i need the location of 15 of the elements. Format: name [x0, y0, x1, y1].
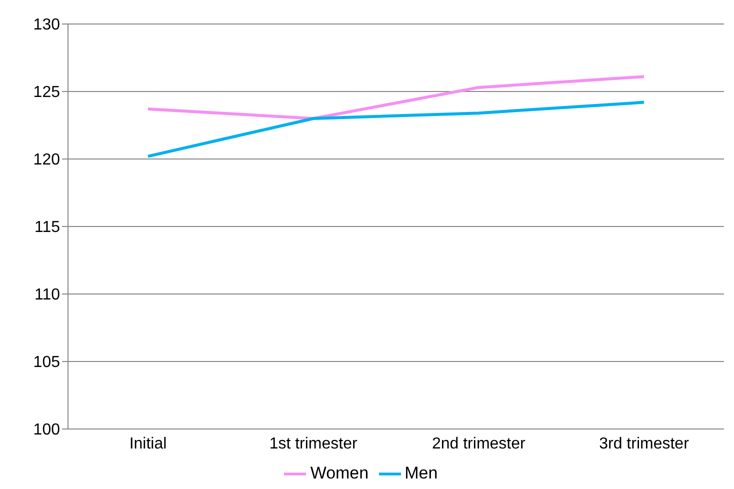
legend-label: Women — [310, 463, 369, 482]
legend-label: Men — [404, 463, 438, 482]
x-tick-label: Initial — [129, 435, 167, 452]
y-tick-label: 120 — [33, 152, 60, 169]
y-tick-label: 130 — [33, 16, 60, 34]
x-tick-label: 2nd trimester — [432, 435, 526, 452]
x-tick-label: 3rd trimester — [599, 435, 690, 452]
y-tick-label: 100 — [33, 422, 60, 439]
line-series — [146, 100, 646, 158]
y-tick-label: 110 — [34, 286, 60, 304]
y-tick-label: 105 — [33, 354, 60, 372]
y-tick-label: 115 — [34, 219, 60, 236]
y-tick-label: 125 — [33, 84, 60, 102]
x-tick-label: 1st trimester — [269, 435, 358, 452]
line-series — [146, 75, 646, 120]
